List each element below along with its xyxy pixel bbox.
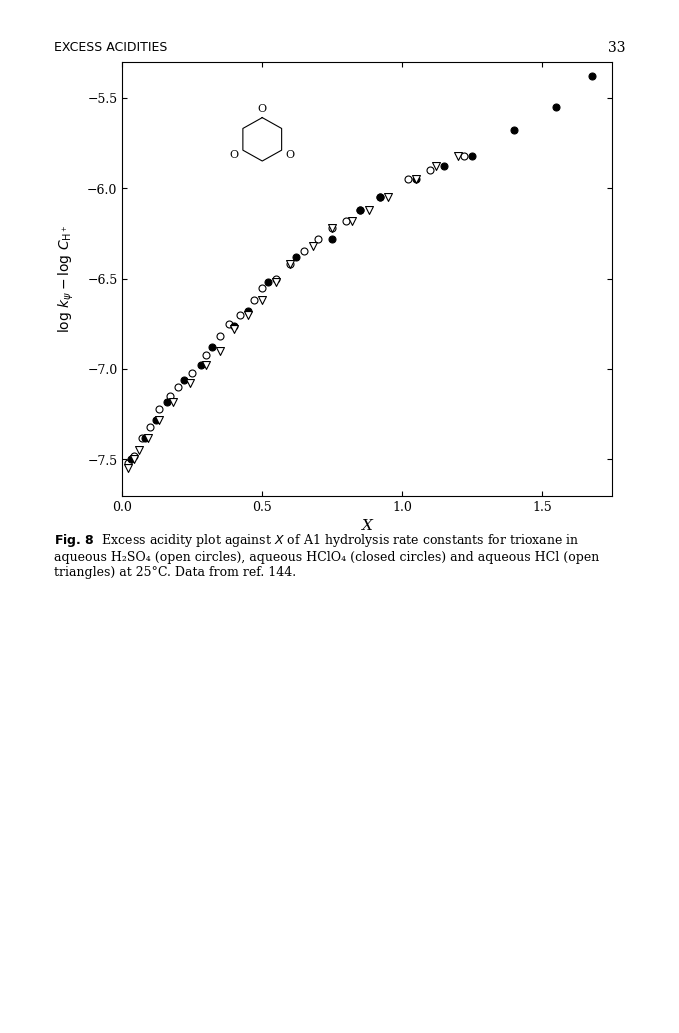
Point xyxy=(466,148,477,164)
Point xyxy=(139,430,150,446)
Point xyxy=(307,238,318,254)
Point xyxy=(285,256,295,273)
Point xyxy=(145,419,155,436)
Point xyxy=(128,447,139,464)
Point xyxy=(125,451,136,468)
Point xyxy=(184,375,195,392)
Point xyxy=(206,339,217,355)
Point xyxy=(242,307,253,323)
Point xyxy=(262,274,273,290)
Point xyxy=(122,455,133,471)
Point xyxy=(312,230,323,247)
Point xyxy=(290,249,301,265)
Point xyxy=(200,357,211,374)
Point xyxy=(270,274,281,290)
Point xyxy=(424,162,435,179)
Point xyxy=(586,68,597,85)
Point xyxy=(374,189,385,206)
Point xyxy=(340,213,351,229)
Point xyxy=(167,394,178,410)
Point xyxy=(410,171,421,188)
Point xyxy=(550,99,561,116)
Point xyxy=(410,171,421,188)
Point xyxy=(452,148,463,164)
Point xyxy=(172,379,183,396)
Point xyxy=(153,411,164,428)
Point xyxy=(458,148,469,164)
Point xyxy=(257,280,268,296)
Point xyxy=(354,201,365,218)
X-axis label: X: X xyxy=(361,520,372,533)
Point xyxy=(215,328,225,345)
Point xyxy=(363,201,373,218)
Point xyxy=(223,316,234,333)
Point xyxy=(298,244,309,260)
Point xyxy=(327,230,337,247)
Point xyxy=(508,123,519,139)
Point xyxy=(327,220,337,237)
Text: O: O xyxy=(285,150,294,160)
Text: O: O xyxy=(257,104,266,114)
Point xyxy=(200,346,211,363)
Point xyxy=(162,394,172,410)
Point xyxy=(438,159,449,176)
Point xyxy=(187,365,198,381)
Point xyxy=(430,159,441,176)
Point xyxy=(150,411,161,428)
Point xyxy=(195,357,206,374)
Point xyxy=(153,401,164,417)
Y-axis label: $\log\,k_{\psi} - \log\,C_{\mathrm{H}^+}$: $\log\,k_{\psi} - \log\,C_{\mathrm{H}^+}… xyxy=(56,225,76,333)
Point xyxy=(402,171,413,188)
Point xyxy=(234,307,245,323)
Point xyxy=(229,317,240,334)
Point xyxy=(128,451,139,468)
Text: O: O xyxy=(230,150,238,160)
Point xyxy=(382,189,393,206)
Point xyxy=(215,343,225,359)
Text: $\bf{Fig.\,8}$  Excess acidity plot against $X$ of A1 hydrolysis rate constants : $\bf{Fig.\,8}$ Excess acidity plot again… xyxy=(54,532,599,578)
Point xyxy=(122,461,133,477)
Point xyxy=(136,430,147,446)
Point xyxy=(142,430,153,446)
Point xyxy=(179,372,189,388)
Point xyxy=(270,271,281,287)
Point xyxy=(374,189,385,206)
Text: EXCESS ACIDITIES: EXCESS ACIDITIES xyxy=(54,41,168,55)
Point xyxy=(134,442,145,459)
Point xyxy=(257,292,268,309)
Point xyxy=(354,201,365,218)
Point xyxy=(285,256,295,273)
Point xyxy=(242,303,253,319)
Point xyxy=(327,220,337,237)
Point xyxy=(229,321,240,338)
Point xyxy=(164,388,175,405)
Text: 33: 33 xyxy=(607,41,625,56)
Point xyxy=(346,213,356,229)
Point xyxy=(248,292,259,309)
